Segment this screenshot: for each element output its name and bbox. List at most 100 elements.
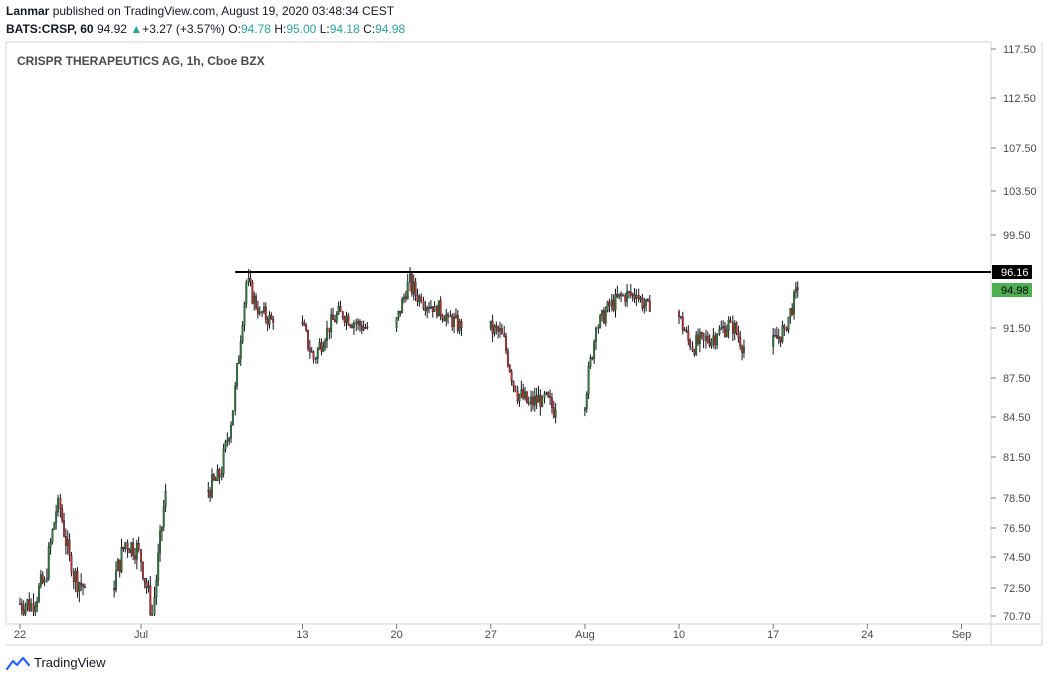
candle-body xyxy=(38,585,40,602)
candle-body xyxy=(212,474,215,480)
author-name[interactable]: Lanmar xyxy=(6,4,50,18)
candle-body xyxy=(262,306,265,312)
candle-body xyxy=(231,410,234,426)
low-value: 94.18 xyxy=(329,22,360,36)
candle-body xyxy=(258,311,261,314)
candle-body xyxy=(705,335,707,341)
candle-body xyxy=(687,330,690,341)
candle-body xyxy=(618,293,621,297)
candle-body xyxy=(794,287,797,293)
footer[interactable]: TradingView xyxy=(6,655,106,670)
candle-body xyxy=(589,357,592,367)
candle-body xyxy=(343,317,346,323)
candle-body xyxy=(234,385,237,411)
candle-body xyxy=(643,304,646,309)
candle-body xyxy=(207,490,210,492)
candle-body xyxy=(241,325,244,342)
candle-body xyxy=(796,287,799,291)
y-tick-label: 117.50 xyxy=(1003,44,1036,56)
candle-body xyxy=(130,542,133,554)
candle-body xyxy=(72,572,75,582)
candle-body xyxy=(347,315,350,326)
candle-body xyxy=(716,334,719,346)
candle-body xyxy=(366,327,369,329)
candle-body xyxy=(316,348,319,359)
candle-body xyxy=(679,316,682,318)
candle-body xyxy=(239,341,242,359)
y-tick-label: 103.50 xyxy=(1003,186,1037,198)
candle-body xyxy=(524,391,527,399)
y-tick-label: 74.50 xyxy=(1003,552,1031,564)
candle-body xyxy=(349,324,352,327)
candle-body xyxy=(454,314,457,318)
low-label: L: xyxy=(319,22,330,36)
candle-body xyxy=(624,295,627,302)
y-tick-label: 87.50 xyxy=(1003,373,1031,385)
candle-body xyxy=(791,308,794,315)
candle-body xyxy=(591,357,594,359)
candle-body xyxy=(527,402,530,405)
candle-body xyxy=(352,322,355,328)
candle-body xyxy=(141,561,144,579)
candle-body xyxy=(41,574,44,583)
candle-body xyxy=(247,277,250,283)
candle-body xyxy=(318,342,321,350)
candle-body xyxy=(737,333,740,338)
y-tick-label: 84.50 xyxy=(1003,412,1031,424)
candle-body xyxy=(614,293,617,311)
candle-body xyxy=(335,313,338,323)
candle-body xyxy=(26,599,29,606)
candle-body xyxy=(541,397,544,407)
candle-body xyxy=(508,365,511,372)
change-value: +3.27 (+3.57%) xyxy=(142,22,225,36)
candle-body xyxy=(82,584,85,587)
resistance-price-label: 96.16 xyxy=(1001,267,1029,279)
y-tick-label: 78.50 xyxy=(1003,493,1031,505)
resistance-price-tag xyxy=(992,265,1032,279)
candle-body xyxy=(691,346,694,351)
candle-body xyxy=(236,363,239,387)
candle-body xyxy=(351,325,354,328)
candle-body xyxy=(266,319,269,325)
candle-body xyxy=(739,337,742,347)
candle-body xyxy=(249,277,252,283)
candle-body xyxy=(159,531,162,554)
candle-body xyxy=(533,395,536,406)
candle-body xyxy=(743,346,745,353)
candle-body xyxy=(775,335,778,339)
candle-body xyxy=(332,314,335,320)
candle-body xyxy=(635,295,638,300)
x-tick-label: 20 xyxy=(390,629,402,641)
candle-body xyxy=(224,441,227,450)
candle-body xyxy=(532,396,534,406)
candle-body xyxy=(593,341,596,359)
candle-body xyxy=(218,469,221,478)
close-label: C: xyxy=(363,22,376,36)
x-tick-label: 22 xyxy=(14,629,26,641)
candle-body xyxy=(495,325,498,328)
candle-body xyxy=(547,392,550,397)
candle-body xyxy=(47,546,50,579)
candle-body xyxy=(128,549,131,554)
candle-body xyxy=(116,559,119,571)
candle-body xyxy=(641,297,644,309)
close-value: 94.98 xyxy=(375,22,406,36)
candle-body xyxy=(735,322,738,334)
candle-body xyxy=(772,335,775,347)
candle-body xyxy=(272,318,275,323)
candle-body xyxy=(793,292,796,315)
candle-body xyxy=(685,330,688,332)
candle-body xyxy=(43,580,46,583)
candle-body xyxy=(162,506,165,528)
candle-body xyxy=(355,322,358,325)
tradingview-logo-icon xyxy=(6,656,30,670)
x-tick-label: 24 xyxy=(861,629,873,641)
x-tick-label: 27 xyxy=(485,629,497,641)
last-price-label: 94.98 xyxy=(1001,285,1029,297)
candle-body xyxy=(499,328,501,332)
candle-body xyxy=(55,511,58,523)
candle-body xyxy=(80,582,83,585)
candle-body xyxy=(604,310,607,324)
candle-body xyxy=(32,603,35,612)
